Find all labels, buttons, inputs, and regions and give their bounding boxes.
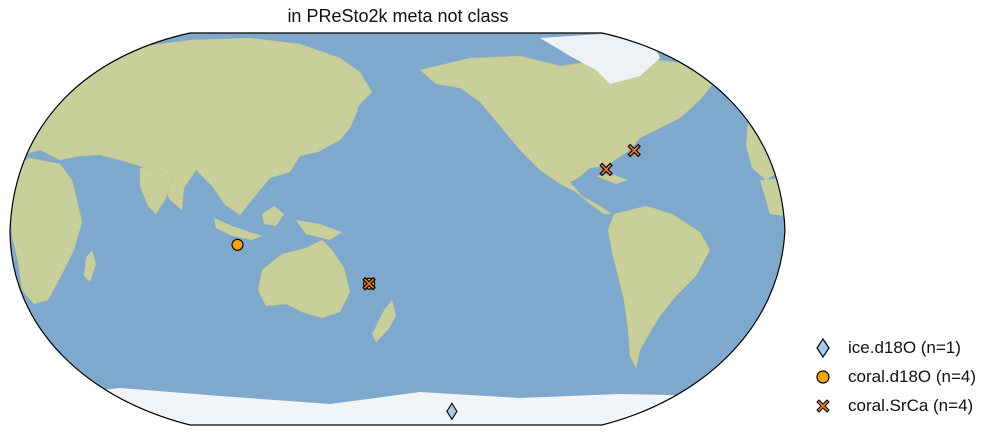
- legend-item-coral-d18o: coral.d18O (n=4): [808, 362, 1008, 391]
- indonesia-islands: [214, 206, 342, 240]
- legend-label: coral.d18O (n=4): [848, 366, 977, 386]
- india-landmass: [139, 167, 173, 215]
- site-markers: [231, 143, 641, 421]
- greenland: [540, 34, 660, 84]
- site-marker-coral-SrCa: [599, 162, 613, 177]
- legend-item-coral-srca: coral.SrCa (n=4): [808, 391, 1008, 420]
- madagascar: [84, 250, 96, 282]
- legend-item-ice-d18o: ice.d18O (n=1): [808, 333, 1008, 362]
- map-title: in PReSto2k meta not class: [287, 6, 509, 26]
- legend-label: ice.d18O (n=1): [848, 337, 961, 357]
- legend: ice.d18O (n=1) coral.d18O (n=4) coral.Sr…: [808, 333, 1008, 420]
- site-marker-ice-d18O: [446, 402, 458, 421]
- site-marker-coral-SrCa: [627, 143, 641, 158]
- site-marker-coral-SrCa: [362, 276, 376, 291]
- antarctica: [10, 388, 785, 425]
- japan-islands: [336, 102, 358, 140]
- new-zealand: [372, 300, 396, 342]
- caribbean-islands: [596, 174, 628, 184]
- africa-landmass: [10, 157, 83, 305]
- south-america-landmass: [607, 205, 711, 369]
- circle-marker-icon: [808, 362, 838, 391]
- eurasia-landmass: [10, 37, 373, 216]
- diamond-marker-icon: [808, 333, 838, 362]
- legend-label: coral.SrCa (n=4): [848, 395, 974, 415]
- map-boundary: [9, 32, 786, 426]
- x-cross-marker-icon: [808, 391, 838, 420]
- australia-landmass: [257, 239, 351, 319]
- site-marker-coral-d18O: [231, 238, 244, 251]
